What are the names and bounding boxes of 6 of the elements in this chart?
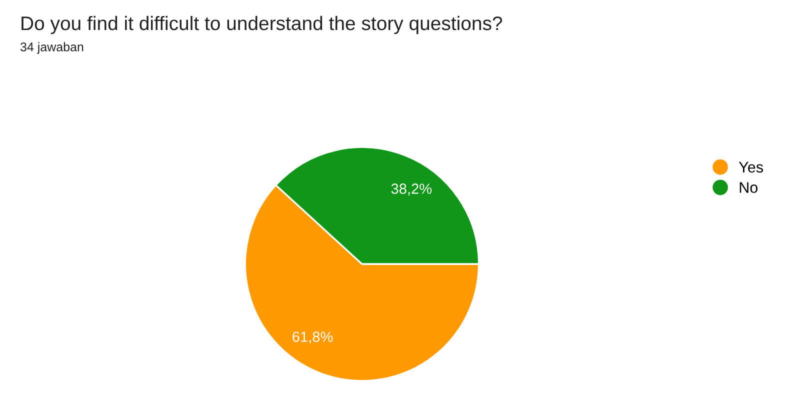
chart-title: Do you find it difficult to understand the story questions? <box>22 16 502 34</box>
legend-label: Yes <box>738 162 763 173</box>
legend-label: No <box>740 182 758 193</box>
data-label: 61,8% <box>292 332 333 344</box>
text: 34 jawaban <box>20 42 84 54</box>
data-label: 38,2% <box>391 184 432 196</box>
